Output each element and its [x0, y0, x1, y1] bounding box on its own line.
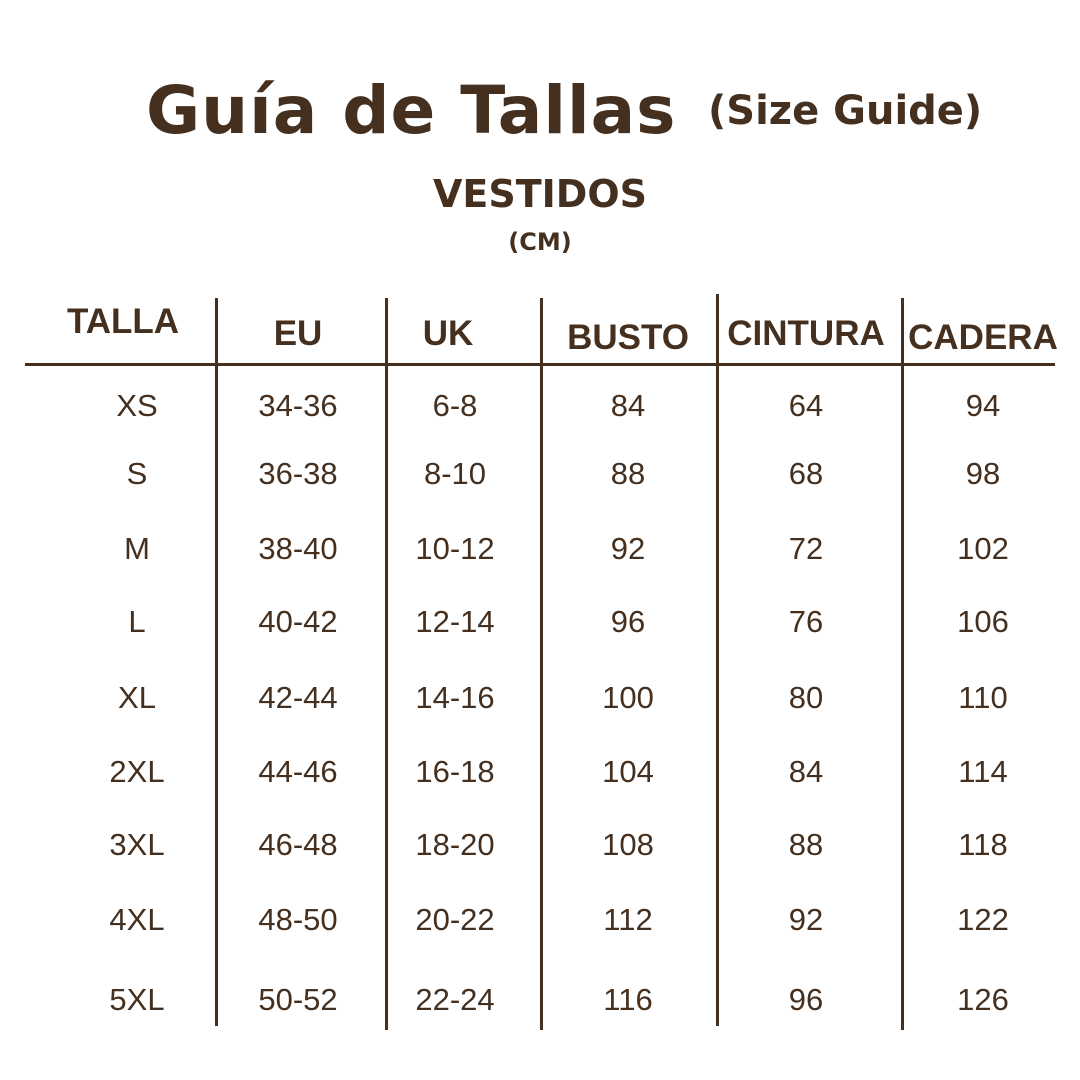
table-cell: 38-40	[258, 531, 338, 566]
table-cell: 76	[788, 604, 824, 639]
table-cell: 14-16	[415, 680, 495, 715]
table-cell: 80	[788, 680, 824, 715]
table-cell: 6-8	[432, 388, 478, 423]
table-cell: 50-52	[258, 982, 338, 1017]
column-header-busto: BUSTO	[567, 318, 689, 357]
table-cell: 102	[957, 531, 1009, 566]
table-cell: 92	[610, 531, 646, 566]
table-cell: 104	[602, 754, 654, 789]
column-header-eu: EU	[273, 314, 323, 353]
column-header-uk: UK	[422, 314, 474, 353]
table-cell: 2XL	[109, 754, 165, 789]
table-cell: 110	[958, 680, 1008, 715]
table-cell: 40-42	[258, 604, 338, 639]
table-cell: 118	[958, 827, 1008, 862]
table-cell: 92	[788, 902, 824, 937]
table-cell: 3XL	[109, 827, 165, 862]
table-cell: 22-24	[415, 982, 495, 1017]
table-cell: S	[126, 456, 148, 491]
table-cell: 16-18	[415, 754, 495, 789]
table-cell: L	[128, 604, 146, 639]
table-cell: 98	[965, 456, 1001, 491]
unit-label: (CM)	[508, 228, 572, 256]
table-cell: 20-22	[415, 902, 495, 937]
section-title: VESTIDOS	[0, 172, 1080, 216]
table-cell: 8-10	[423, 456, 487, 491]
section-label: VESTIDOS	[432, 172, 647, 216]
table-cell: 46-48	[258, 827, 338, 862]
column-divider	[385, 298, 388, 1030]
table-cell: M	[124, 531, 150, 566]
column-header-cintura: CINTURA	[727, 314, 885, 353]
column-header-talla: TALLA	[66, 302, 180, 341]
table-cell: 100	[602, 680, 654, 715]
table-cell: 88	[788, 827, 824, 862]
table-cell: 108	[602, 827, 654, 862]
table-cell: 126	[957, 982, 1009, 1017]
table-cell: 34-36	[258, 388, 338, 423]
table-cell: 84	[788, 754, 824, 789]
column-divider	[716, 294, 719, 1026]
page-title: Guía de Tallas	[146, 72, 677, 149]
table-cell: 18-20	[415, 827, 495, 862]
column-header-cadera: CADERA	[908, 318, 1058, 357]
table-cell: 72	[788, 531, 824, 566]
table-cell: 10-12	[415, 531, 495, 566]
table-cell: 12-14	[415, 604, 495, 639]
column-divider	[540, 298, 543, 1030]
table-cell: XL	[118, 680, 156, 715]
table-cell: 44-46	[258, 754, 338, 789]
table-cell: 88	[610, 456, 646, 491]
table-cell: 94	[965, 388, 1001, 423]
table-cell: 64	[788, 388, 824, 423]
table-cell: XS	[116, 388, 158, 423]
table-cell: 112	[603, 902, 653, 937]
table-cell: 116	[603, 982, 653, 1017]
page-subtitle: (Size Guide)	[708, 88, 983, 134]
table-cell: 96	[610, 604, 646, 639]
table-cell: 114	[958, 754, 1008, 789]
table-cell: 36-38	[258, 456, 338, 491]
table-cell: 68	[788, 456, 824, 491]
table-cell: 106	[957, 604, 1009, 639]
table-cell: 96	[788, 982, 824, 1017]
table-cell: 122	[957, 902, 1009, 937]
column-divider	[901, 298, 904, 1030]
column-divider	[215, 298, 218, 1026]
table-cell: 84	[610, 388, 646, 423]
table-cell: 48-50	[258, 902, 338, 937]
table-cell: 42-44	[258, 680, 338, 715]
table-cell: 5XL	[109, 982, 165, 1017]
table-cell: 4XL	[109, 902, 165, 937]
